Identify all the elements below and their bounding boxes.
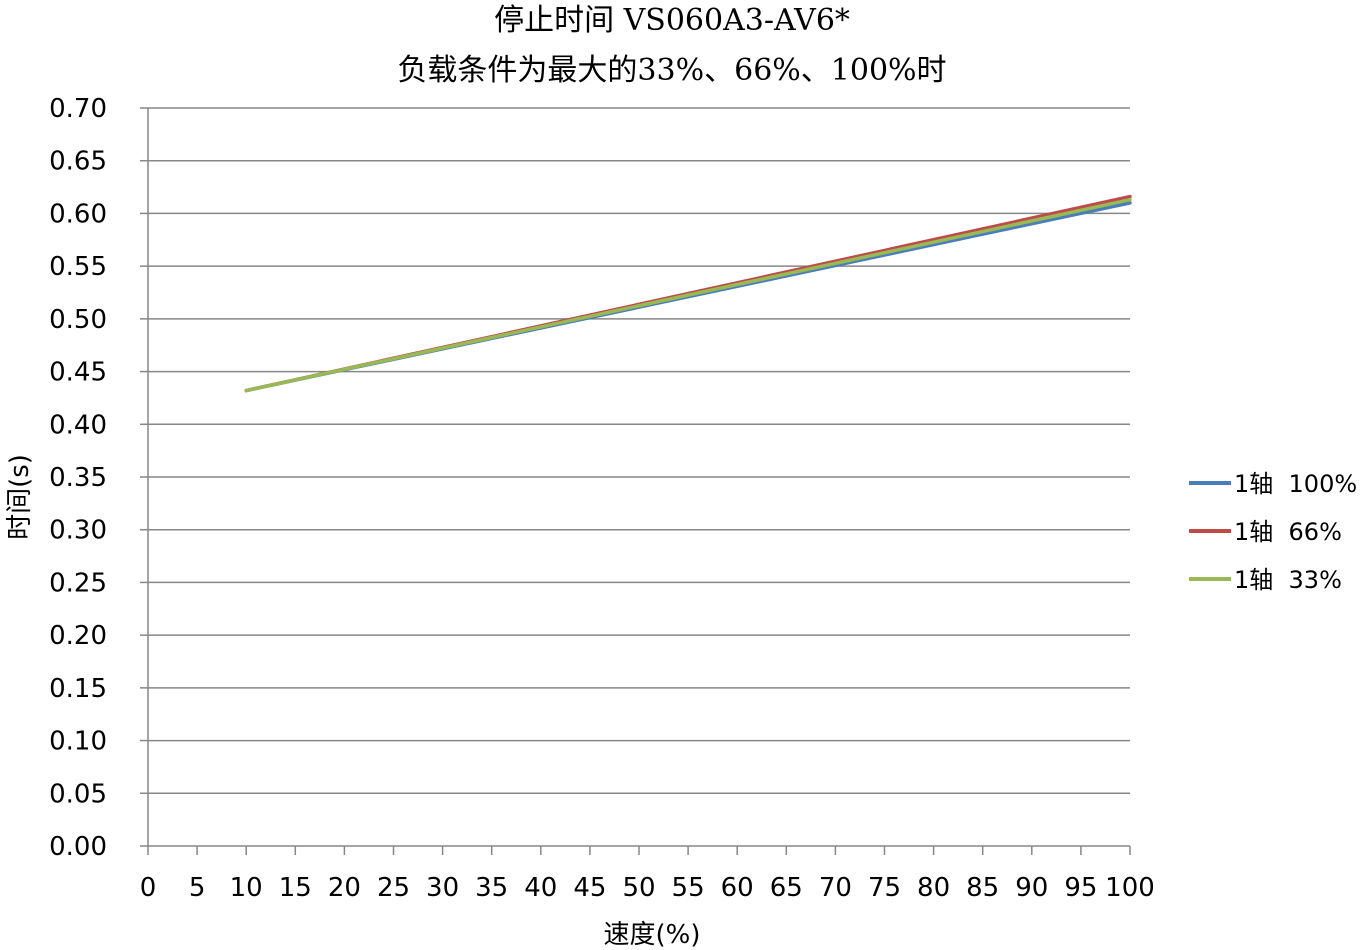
y-tick-label: 0.45 xyxy=(49,358,107,388)
x-tick-label: 80 xyxy=(917,873,950,903)
y-tick-label: 0.40 xyxy=(49,410,107,440)
y-tick-label: 0.05 xyxy=(49,779,107,809)
y-tick-label: 0.20 xyxy=(49,621,107,651)
y-tick-label: 0.65 xyxy=(49,147,107,177)
chart-title-line1: 停止时间 VS060A3-AV6* xyxy=(494,3,850,38)
x-tick-label: 0 xyxy=(140,873,157,903)
y-tick-label: 0.60 xyxy=(49,199,107,229)
x-tick-label: 90 xyxy=(1015,873,1048,903)
series-lines xyxy=(244,194,1132,393)
chart-title-line2: 负载条件为最大的33%、66%、100%时 xyxy=(397,53,946,88)
series-line xyxy=(244,197,1132,393)
y-tick-label: 0.00 xyxy=(49,832,107,862)
y-axis-label: 时间(s) xyxy=(5,454,35,540)
x-tick-labels: 0 5 10 15 20 25 30 35 40 45 50 55 60 65 70 75 80 85 90 95 10… xyxy=(140,873,1155,903)
y-tick-label: 0.55 xyxy=(49,252,107,282)
y-tick-label: 0.10 xyxy=(49,727,107,757)
y-tick-label: 0.35 xyxy=(49,463,107,493)
x-tick-label: 55 xyxy=(672,873,705,903)
x-tick-label: 20 xyxy=(328,873,361,903)
y-tick-label: 0.70 xyxy=(49,94,107,124)
x-tick-label: 10 xyxy=(230,873,263,903)
y-tick-label: 0.50 xyxy=(49,305,107,335)
y-tick-label: 0.15 xyxy=(49,674,107,704)
legend-label: 1轴 66% xyxy=(1234,518,1342,546)
grid-lines xyxy=(148,107,1130,795)
x-tick-label: 70 xyxy=(819,873,852,903)
x-tick-label: 50 xyxy=(622,873,655,903)
x-tick-label: 60 xyxy=(721,873,754,903)
axes xyxy=(140,107,1131,855)
legend-label: 1轴 33% xyxy=(1234,566,1342,594)
x-tick-label: 100 xyxy=(1105,873,1155,903)
x-tick-label: 95 xyxy=(1064,873,1097,903)
x-tick-label: 25 xyxy=(377,873,410,903)
y-tick-label: 0.25 xyxy=(49,568,107,598)
x-tick-label: 65 xyxy=(770,873,803,903)
x-tick-label: 75 xyxy=(868,873,901,903)
legend: 1轴 100% 1轴 66% 1轴 33% xyxy=(1189,470,1357,594)
x-tick-label: 15 xyxy=(279,873,312,903)
legend-label: 1轴 100% xyxy=(1234,470,1357,498)
x-axis-label: 速度(%) xyxy=(604,920,701,950)
x-tick-label: 35 xyxy=(475,873,508,903)
x-tick-label: 40 xyxy=(524,873,557,903)
y-tick-label: 0.30 xyxy=(49,516,107,546)
x-tick-label: 85 xyxy=(966,873,999,903)
x-tick-label: 5 xyxy=(189,873,206,903)
x-tick-label: 30 xyxy=(426,873,459,903)
x-tick-label: 45 xyxy=(573,873,606,903)
y-tick-labels: 0.00 0.05 0.10 0.15 0.20 0.25 0.30 0.35 0.40 0.45… xyxy=(49,94,107,862)
